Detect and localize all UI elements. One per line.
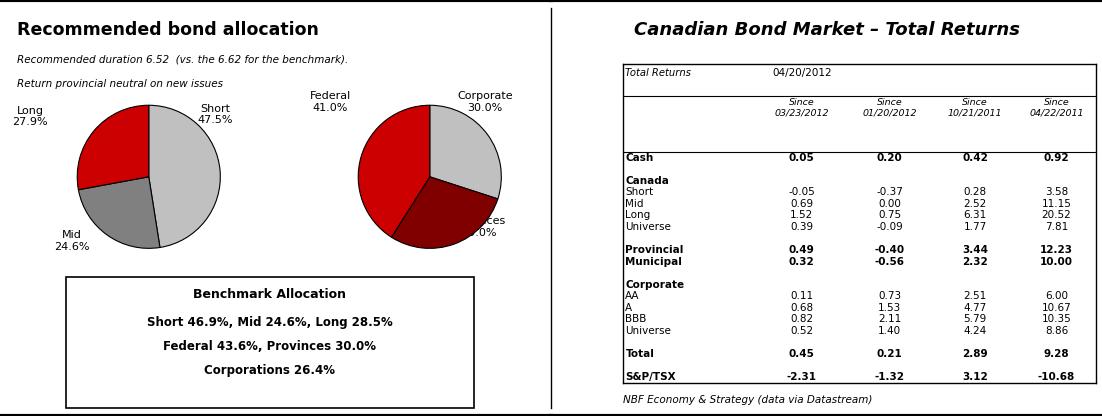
Text: Return provincial neutral on new issues: Return provincial neutral on new issues: [17, 79, 223, 89]
Text: 0.21: 0.21: [877, 349, 903, 359]
Text: 0.52: 0.52: [790, 326, 813, 336]
Text: 0.68: 0.68: [790, 303, 813, 313]
Text: 2.52: 2.52: [963, 199, 987, 209]
Text: Short
47.5%: Short 47.5%: [197, 104, 233, 125]
Text: 20.52: 20.52: [1041, 210, 1071, 220]
Text: 0.11: 0.11: [790, 291, 813, 301]
Text: Canada: Canada: [626, 176, 669, 186]
Text: 3.12: 3.12: [962, 372, 988, 382]
Text: Since
03/23/2012: Since 03/23/2012: [775, 98, 829, 117]
Text: -0.05: -0.05: [788, 187, 815, 197]
Text: 2.32: 2.32: [962, 257, 988, 267]
Text: 04/20/2012: 04/20/2012: [771, 68, 832, 78]
Text: -2.31: -2.31: [787, 372, 817, 382]
Text: Total Returns: Total Returns: [626, 68, 691, 78]
Text: 8.86: 8.86: [1045, 326, 1068, 336]
Text: 7.81: 7.81: [1045, 222, 1068, 232]
Text: 10.35: 10.35: [1041, 314, 1071, 324]
Text: Short 46.9%, Mid 24.6%, Long 28.5%: Short 46.9%, Mid 24.6%, Long 28.5%: [147, 316, 393, 329]
Text: 11.15: 11.15: [1041, 199, 1071, 209]
Text: Provincial: Provincial: [626, 245, 683, 255]
Text: Mid
24.6%: Mid 24.6%: [54, 230, 89, 252]
Text: 4.24: 4.24: [963, 326, 987, 336]
Text: S&P/TSX: S&P/TSX: [626, 372, 676, 382]
Text: Recommended duration 6.52  (vs. the 6.62 for the benchmark).: Recommended duration 6.52 (vs. the 6.62 …: [17, 54, 348, 64]
Wedge shape: [77, 105, 149, 190]
Text: 9.28: 9.28: [1044, 349, 1069, 359]
Text: 6.31: 6.31: [963, 210, 987, 220]
Text: 4.77: 4.77: [963, 303, 987, 313]
Text: 1.53: 1.53: [878, 303, 901, 313]
Text: Since
10/21/2011: Since 10/21/2011: [948, 98, 1003, 117]
Text: Municipal: Municipal: [626, 257, 682, 267]
Text: Universe: Universe: [626, 222, 671, 232]
Text: 1.77: 1.77: [963, 222, 987, 232]
Text: 0.00: 0.00: [878, 199, 901, 209]
Text: NBF Economy & Strategy (data via Datastream): NBF Economy & Strategy (data via Datastr…: [623, 395, 872, 405]
Text: 0.49: 0.49: [789, 245, 814, 255]
Text: 6.00: 6.00: [1045, 291, 1068, 301]
Wedge shape: [78, 177, 160, 248]
Text: 0.75: 0.75: [878, 210, 901, 220]
Wedge shape: [149, 105, 220, 248]
Text: Federal 43.6%, Provinces 30.0%: Federal 43.6%, Provinces 30.0%: [163, 340, 377, 353]
Text: Long: Long: [626, 210, 650, 220]
Wedge shape: [358, 105, 430, 237]
Text: AA: AA: [626, 291, 640, 301]
Text: 2.11: 2.11: [878, 314, 901, 324]
Text: Benchmark Allocation: Benchmark Allocation: [194, 288, 346, 301]
Text: 0.92: 0.92: [1044, 153, 1069, 163]
Text: Corporate: Corporate: [626, 280, 684, 290]
Text: -0.09: -0.09: [876, 222, 904, 232]
Text: 3.58: 3.58: [1045, 187, 1068, 197]
Text: 0.45: 0.45: [789, 349, 814, 359]
Text: 1.40: 1.40: [878, 326, 901, 336]
Text: Canadian Bond Market – Total Returns: Canadian Bond Market – Total Returns: [634, 21, 1019, 39]
Text: 10.67: 10.67: [1041, 303, 1071, 313]
Text: Corporations 26.4%: Corporations 26.4%: [205, 364, 335, 376]
Text: 0.82: 0.82: [790, 314, 813, 324]
Text: Since
04/22/2011: Since 04/22/2011: [1029, 98, 1083, 117]
Text: -0.37: -0.37: [876, 187, 904, 197]
Text: -1.32: -1.32: [875, 372, 905, 382]
Text: 0.42: 0.42: [962, 153, 988, 163]
Text: Short: Short: [626, 187, 653, 197]
Text: A: A: [626, 303, 633, 313]
Text: Corporate
30.0%: Corporate 30.0%: [457, 91, 512, 113]
Wedge shape: [391, 177, 498, 248]
Text: -0.56: -0.56: [875, 257, 905, 267]
Text: Universe: Universe: [626, 326, 671, 336]
Text: Since
01/20/2012: Since 01/20/2012: [863, 98, 917, 117]
Text: 0.20: 0.20: [877, 153, 903, 163]
Text: Total: Total: [626, 349, 655, 359]
Text: Recommended bond allocation: Recommended bond allocation: [17, 21, 318, 39]
FancyBboxPatch shape: [66, 277, 474, 408]
Text: 2.89: 2.89: [962, 349, 988, 359]
Text: Provinces
29.0%: Provinces 29.0%: [453, 216, 506, 238]
Text: BBB: BBB: [626, 314, 647, 324]
Text: 0.69: 0.69: [790, 199, 813, 209]
Text: -0.40: -0.40: [875, 245, 905, 255]
Text: -10.68: -10.68: [1038, 372, 1076, 382]
Wedge shape: [430, 105, 501, 199]
Text: Federal
41.0%: Federal 41.0%: [310, 91, 352, 113]
Text: 2.51: 2.51: [963, 291, 987, 301]
Text: 3.44: 3.44: [962, 245, 988, 255]
Text: 5.79: 5.79: [963, 314, 987, 324]
Text: Long
27.9%: Long 27.9%: [12, 106, 48, 127]
Text: 0.73: 0.73: [878, 291, 901, 301]
Text: Cash: Cash: [626, 153, 653, 163]
Text: 0.32: 0.32: [789, 257, 814, 267]
Text: 0.28: 0.28: [964, 187, 986, 197]
Text: 0.05: 0.05: [789, 153, 814, 163]
Text: 12.23: 12.23: [1040, 245, 1073, 255]
Text: 10.00: 10.00: [1040, 257, 1073, 267]
Text: 0.39: 0.39: [790, 222, 813, 232]
Text: 1.52: 1.52: [790, 210, 813, 220]
Text: Mid: Mid: [626, 199, 644, 209]
